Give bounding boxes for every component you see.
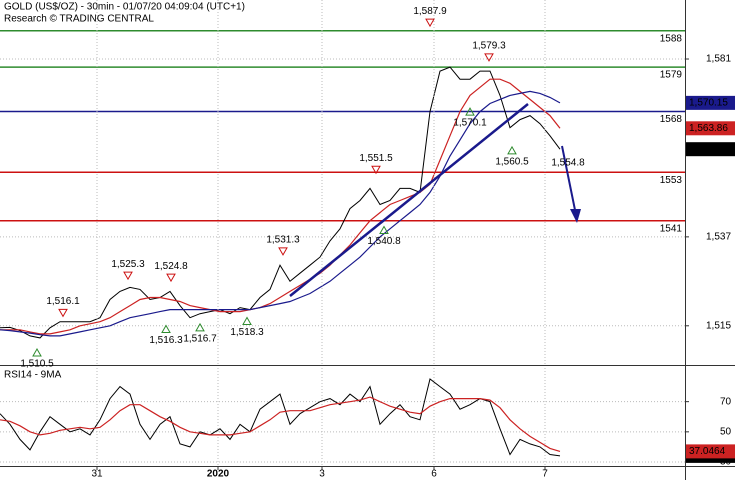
- annotation-label: 1,510.5: [20, 359, 54, 370]
- y-tick-label: 70: [720, 396, 732, 407]
- forecast-arrow: [561, 145, 576, 211]
- level-label: 1541: [660, 223, 683, 234]
- trend-line: [289, 103, 529, 297]
- low-marker: [32, 347, 42, 357]
- y-tick-label: 1,581: [706, 54, 731, 65]
- annotation-label: 1,524.8: [154, 261, 188, 272]
- series-line: [0, 396, 561, 452]
- price-tag: [686, 444, 735, 459]
- annotation-label: 1,579.3: [472, 41, 506, 52]
- high-marker: [371, 165, 381, 175]
- level-label: 1588: [660, 33, 683, 44]
- y-tick-label: 1,515: [706, 320, 731, 331]
- high-marker: [58, 308, 68, 318]
- price-tag-label: 1,570.15: [689, 98, 728, 109]
- annotation-label: 1,540.8: [367, 236, 401, 247]
- annotation-label: 1,516.3: [149, 335, 183, 346]
- arrow-head: [570, 209, 581, 223]
- x-tick-label: 31: [91, 469, 103, 480]
- annotation-label: 1,516.1: [46, 296, 80, 307]
- high-marker: [166, 273, 176, 283]
- low-marker: [195, 322, 205, 332]
- series-line: [0, 66, 561, 339]
- y-tick-label: 1,537: [706, 232, 731, 243]
- price-tag-label: 1,558.69: [689, 144, 728, 155]
- low-marker: [507, 145, 517, 155]
- annotation-label: 1,531.3: [266, 235, 300, 246]
- annotation-label: 1,551.5: [359, 153, 393, 164]
- level-label: 1568: [660, 114, 683, 125]
- x-tick-label: 3: [319, 469, 325, 480]
- annotation-label: 1,518.3: [230, 327, 264, 338]
- low-marker: [161, 324, 171, 334]
- low-marker: [242, 316, 252, 325]
- level-label: 1579: [660, 70, 683, 81]
- high-marker: [484, 53, 494, 62]
- x-tick-label: 2020: [207, 469, 230, 480]
- low-marker: [379, 225, 389, 235]
- annotation-label: 1,587.9: [413, 6, 447, 17]
- price-panel: [0, 0, 685, 365]
- price-tag-label: 1,563.86: [689, 123, 728, 134]
- price-tag: [686, 95, 735, 110]
- level-label: 1553: [660, 175, 683, 186]
- x-tick-label: 6: [431, 469, 437, 480]
- annotation-label: 1,570.1: [453, 118, 487, 129]
- price-tag: [686, 121, 735, 136]
- annotation-label: 1,516.7: [183, 334, 217, 345]
- y-tick-label: 50: [720, 426, 732, 437]
- series-line: [0, 378, 561, 457]
- series-line: [0, 90, 561, 337]
- annotation-label: 1,525.3: [111, 259, 145, 270]
- price-tag: [686, 142, 735, 157]
- chart-subtitle: Research © TRADING CENTRAL: [4, 14, 154, 25]
- annotation-label: 1,560.5: [495, 157, 529, 168]
- labels: 1,581 1,537 1,515 1588 1579 1568 1553 1541 1,558…: [20, 6, 735, 480]
- annotation-label: 1,554.8: [551, 158, 585, 169]
- rsi-panel: [0, 368, 685, 466]
- high-marker: [123, 271, 133, 281]
- rsi-title: RSI14 - 9MA: [4, 370, 62, 381]
- x-tick-label: 7: [542, 469, 548, 480]
- low-marker: [465, 107, 475, 116]
- chart-title: GOLD (US$/OZ) - 30min - 01/07/20 04:09:0…: [4, 2, 245, 13]
- series-line: [0, 78, 561, 335]
- high-marker: [278, 247, 288, 256]
- high-marker: [425, 18, 435, 28]
- price-tag-label: 37.0464: [689, 446, 726, 457]
